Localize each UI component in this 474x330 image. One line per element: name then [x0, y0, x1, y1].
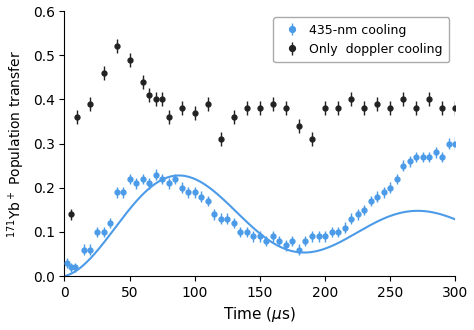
X-axis label: Time ($\mu$s): Time ($\mu$s)	[223, 306, 296, 324]
Y-axis label: $^{171}$Yb$^+$ Population transfer: $^{171}$Yb$^+$ Population transfer	[6, 50, 27, 238]
Legend: 435-nm cooling, Only  doppler cooling: 435-nm cooling, Only doppler cooling	[273, 17, 449, 62]
